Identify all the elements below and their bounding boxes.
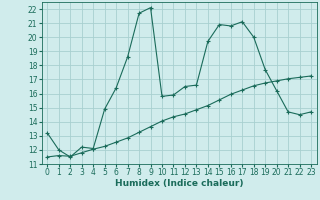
X-axis label: Humidex (Indice chaleur): Humidex (Indice chaleur) bbox=[115, 179, 244, 188]
